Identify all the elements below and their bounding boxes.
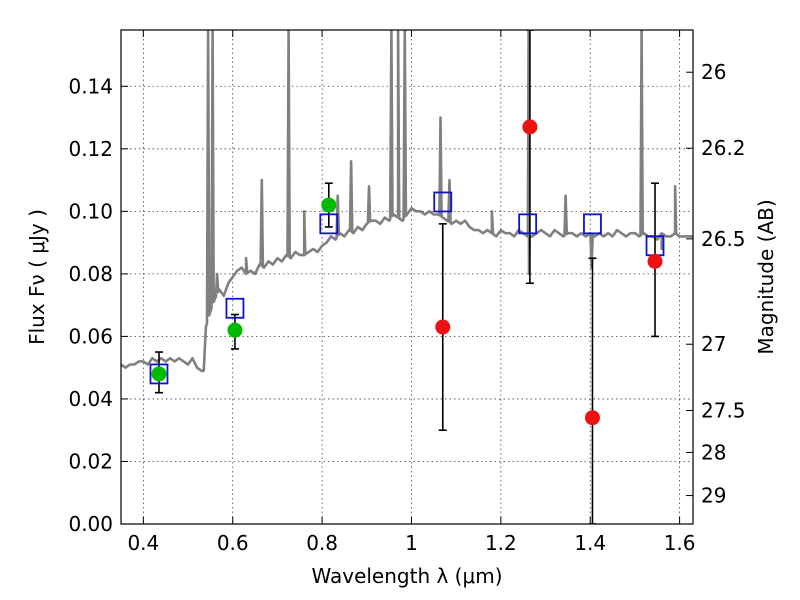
- x-tick-label: 1.6: [664, 531, 696, 555]
- x-tick-label: 1: [405, 531, 418, 555]
- y-tick-label: 0.00: [68, 512, 113, 536]
- x-tick-label: 0.8: [306, 531, 338, 555]
- model-square: [225, 297, 245, 319]
- red-point: [584, 410, 600, 426]
- model-square: [518, 213, 538, 235]
- x-tick-label: 1.2: [485, 531, 517, 555]
- mag-tick-label: 27.5: [701, 399, 746, 423]
- model-square: [319, 213, 339, 235]
- plot-frame: [120, 29, 694, 525]
- model-square: [433, 191, 453, 213]
- plot-area: [121, 30, 693, 524]
- x-tick-label: 0.4: [127, 531, 159, 555]
- model-square: [149, 363, 169, 385]
- x-axis-label: Wavelength λ (μm): [311, 564, 502, 588]
- y2-axis-label: Magnitude (AB): [754, 199, 778, 354]
- mag-tick-label: 27: [701, 332, 726, 356]
- red-point: [522, 119, 538, 135]
- x-tick-label: 0.6: [217, 531, 249, 555]
- x-tick-label: 1.4: [574, 531, 606, 555]
- y-tick-label: 0.14: [68, 74, 113, 98]
- red-point: [435, 319, 451, 335]
- green-point: [151, 366, 167, 382]
- model-square: [583, 213, 602, 235]
- y-axis-label: Flux Fν ( μJy ): [25, 209, 49, 345]
- y-tick-label: 0.12: [68, 137, 113, 161]
- y-tick-label: 0.10: [68, 199, 113, 223]
- green-point: [321, 197, 337, 213]
- green-point: [227, 322, 243, 338]
- red-point: [647, 253, 663, 269]
- y-tick-label: 0.02: [68, 449, 113, 473]
- mag-tick-label: 26.2: [701, 136, 746, 160]
- mag-tick-label: 26.5: [701, 227, 746, 251]
- y-tick-label: 0.08: [68, 262, 113, 286]
- y-tick-label: 0.04: [68, 387, 113, 411]
- mag-tick-label: 26: [701, 60, 726, 84]
- mag-tick-label: 28: [701, 440, 726, 464]
- spectrum-line: [121, 30, 693, 373]
- mag-tick-label: 29: [701, 484, 726, 508]
- y-tick-label: 0.06: [68, 324, 113, 348]
- axes: 0.4 0.6 0.8 1 1.2 1.4 1.6 0.00 0.02 0.04 0.06 0.08 0…: [68, 30, 746, 555]
